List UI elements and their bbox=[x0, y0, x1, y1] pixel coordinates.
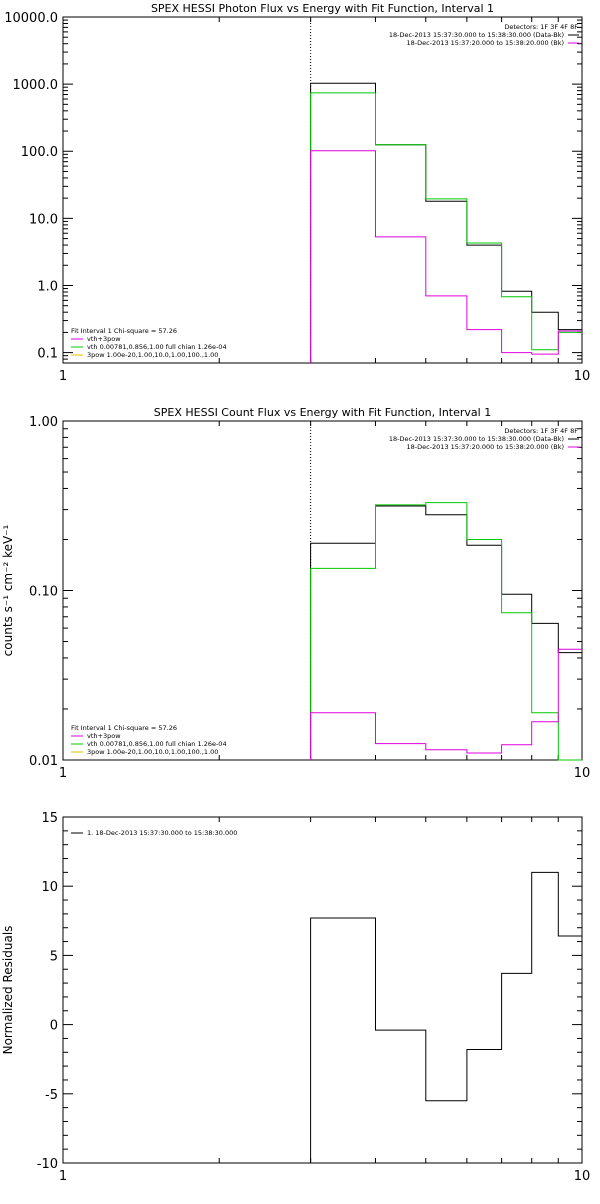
y-tick-label: 1000.0 bbox=[13, 78, 59, 93]
y-tick-label: 10000.0 bbox=[4, 11, 58, 26]
y-axis-label: Normalized Residuals bbox=[1, 926, 15, 1055]
y-tick-label: 0.01 bbox=[29, 754, 58, 769]
y-tick-label: 0.1 bbox=[37, 347, 58, 362]
fit-legend-label: vth+3pow bbox=[87, 335, 121, 343]
fit-legend-label: vth 0.00781,0.856,1.00 full chian 1.26e-… bbox=[87, 343, 227, 351]
legend-entry-label: 18-Dec-2013 15:37:30.000 to 15:38:30.000… bbox=[389, 31, 564, 39]
chart-title: SPEX HESSI Count Flux vs Energy with Fit… bbox=[154, 406, 491, 419]
series-0-step-line bbox=[310, 82, 582, 363]
y-tick-label: 10 bbox=[41, 880, 58, 895]
fit-legend-label: vth 0.00781,0.856,1.00 full chian 1.26e-… bbox=[87, 740, 227, 748]
fit-legend-label: 3pow 1.00e-20,1.00,10.0,1.00,100.,1.00 bbox=[87, 351, 218, 359]
fit-legend-header: Fit Interval 1 Chi-square = 57.26 bbox=[71, 327, 177, 335]
series-2-step-line bbox=[310, 150, 582, 363]
series-1-step-line bbox=[310, 502, 582, 761]
plot-frame bbox=[62, 816, 583, 1164]
legend-entry-label: 1. 18-Dec-2013 15:37:30.000 to 15:38:30.… bbox=[87, 829, 237, 837]
y-tick-label: 15 bbox=[41, 811, 58, 826]
series-1-step-line bbox=[310, 92, 582, 363]
y-tick-label: 5 bbox=[50, 949, 58, 964]
x-tick-label: 1 bbox=[59, 1169, 67, 1184]
series-0-step-line bbox=[310, 871, 582, 1163]
y-tick-label: 100.0 bbox=[21, 145, 58, 160]
y-tick-label: 10.0 bbox=[29, 212, 58, 227]
legend-entry-label: 18-Dec-2013 15:37:20.000 to 15:38:20.000… bbox=[407, 443, 565, 451]
legend-entry-label: 18-Dec-2013 15:37:20.000 to 15:38:20.000… bbox=[407, 39, 565, 47]
plot-frame bbox=[62, 420, 583, 761]
fit-legend-label: 3pow 1.00e-20,1.00,10.0,1.00,100.,1.00 bbox=[87, 748, 218, 756]
y-tick-label: -10 bbox=[37, 1157, 58, 1172]
fit-legend-header: Fit Interval 1 Chi-square = 57.26 bbox=[71, 724, 177, 732]
chart-title: SPEX HESSI Photon Flux vs Energy with Fi… bbox=[151, 2, 494, 15]
y-tick-label: 1.00 bbox=[29, 415, 58, 430]
plot-frame bbox=[62, 16, 583, 364]
y-tick-label: 0 bbox=[50, 1019, 58, 1034]
x-tick-label: 10 bbox=[574, 766, 591, 781]
y-tick-label: 0.10 bbox=[29, 585, 58, 600]
x-tick-label: 10 bbox=[574, 1169, 591, 1184]
y-tick-label: 1.0 bbox=[37, 279, 58, 294]
y-axis-label: counts s⁻¹ cm⁻² keV⁻¹ bbox=[1, 524, 15, 656]
x-tick-label: 1 bbox=[59, 766, 67, 781]
x-tick-label: 1 bbox=[59, 369, 67, 384]
x-tick-label: 10 bbox=[574, 369, 591, 384]
legend-header: Detectors: 1F 3F 4F 8F bbox=[504, 23, 578, 31]
legend-header: Detectors: 1F 3F 4F 8F bbox=[504, 427, 578, 435]
series-2-step-line bbox=[310, 648, 582, 760]
legend-entry-label: 18-Dec-2013 15:37:30.000 to 15:38:30.000… bbox=[389, 435, 564, 443]
y-tick-label: -5 bbox=[45, 1088, 58, 1103]
fit-legend-label: vth+3pow bbox=[87, 732, 121, 740]
